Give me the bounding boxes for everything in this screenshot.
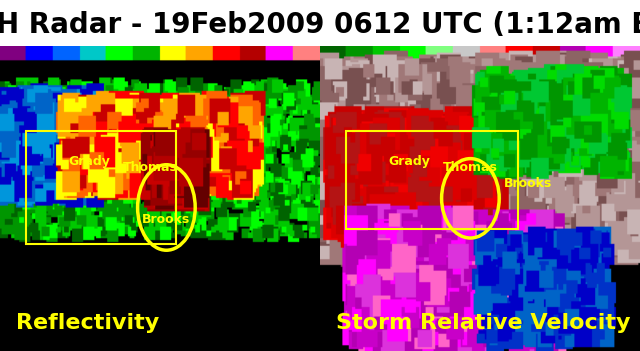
Text: Brooks: Brooks: [142, 213, 191, 226]
Text: Grady: Grady: [68, 155, 111, 168]
Text: Storm Relative Velocity: Storm Relative Velocity: [336, 313, 630, 333]
Text: KTLH Radar - 19Feb2009 0612 UTC (1:12am EST): KTLH Radar - 19Feb2009 0612 UTC (1:12am …: [0, 11, 640, 39]
Text: Grady: Grady: [388, 155, 431, 168]
Text: Reflectivity: Reflectivity: [16, 313, 159, 333]
Text: Thomas: Thomas: [443, 161, 498, 174]
Text: Thomas: Thomas: [123, 161, 178, 174]
Text: Brooks: Brooks: [504, 177, 552, 190]
